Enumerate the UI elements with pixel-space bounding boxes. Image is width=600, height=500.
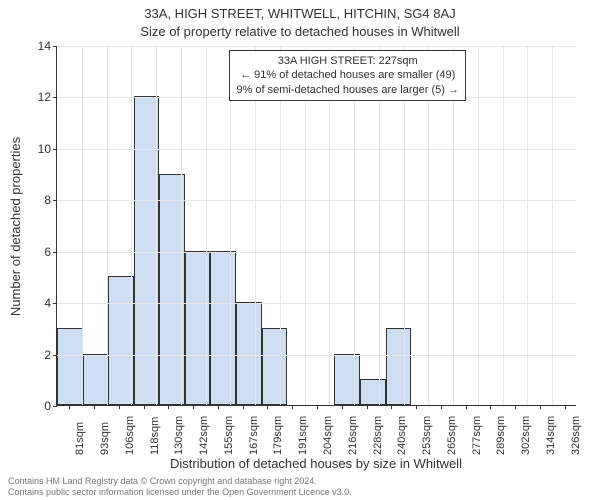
x-tick-label: 179sqm xyxy=(272,416,284,455)
x-tick-mark xyxy=(168,405,169,409)
x-tick-mark xyxy=(218,405,219,409)
annotation-line-2: ← 91% of detached houses are smaller (49… xyxy=(236,68,459,82)
x-axis-label: Distribution of detached houses by size … xyxy=(56,456,576,471)
y-tick-label: 12 xyxy=(25,90,57,104)
gridline-v xyxy=(478,46,479,405)
x-tick-label: 155sqm xyxy=(223,416,235,455)
x-tick-label: 314sqm xyxy=(545,416,557,455)
x-tick-mark xyxy=(367,405,368,409)
x-tick-label: 167sqm xyxy=(248,416,260,455)
gridline-v xyxy=(206,46,207,405)
gridline-v xyxy=(552,46,553,405)
y-tick-label: 8 xyxy=(25,193,57,207)
x-tick-label: 289sqm xyxy=(495,416,507,455)
gridline-v xyxy=(181,46,182,405)
gridline-v xyxy=(131,46,132,405)
gridline-h xyxy=(57,46,576,47)
x-tick-mark xyxy=(267,405,268,409)
footer-attribution: Contains HM Land Registry data © Crown c… xyxy=(8,476,352,497)
y-tick-label: 14 xyxy=(25,39,57,53)
x-tick-label: 302sqm xyxy=(520,416,532,455)
x-tick-label: 265sqm xyxy=(446,416,458,455)
x-tick-mark xyxy=(292,405,293,409)
x-tick-mark xyxy=(540,405,541,409)
y-tick-label: 2 xyxy=(25,348,57,362)
x-tick-mark xyxy=(94,405,95,409)
x-tick-label: 191sqm xyxy=(297,416,309,455)
bar xyxy=(360,379,386,405)
y-tick-label: 10 xyxy=(25,142,57,156)
y-tick-label: 4 xyxy=(25,296,57,310)
bar xyxy=(262,328,288,405)
x-tick-mark xyxy=(193,405,194,409)
y-tick-label: 0 xyxy=(25,399,57,413)
x-tick-label: 118sqm xyxy=(149,417,161,455)
x-tick-label: 326sqm xyxy=(570,416,582,455)
gridline-v xyxy=(503,46,504,405)
bar xyxy=(57,328,83,405)
x-tick-mark xyxy=(416,405,417,409)
annotation-line-1: 33A HIGH STREET: 227sqm xyxy=(236,54,459,68)
bar xyxy=(185,251,211,405)
x-tick-label: 277sqm xyxy=(471,416,483,455)
x-tick-mark xyxy=(243,405,244,409)
bar xyxy=(108,276,134,405)
x-tick-label: 81sqm xyxy=(74,422,86,455)
y-axis-label: Number of detached properties xyxy=(8,46,24,406)
chart-container: 33A, HIGH STREET, WHITWELL, HITCHIN, SG4… xyxy=(0,0,600,500)
x-tick-mark xyxy=(515,405,516,409)
y-tick-label: 6 xyxy=(25,245,57,259)
gridline-h xyxy=(57,355,576,356)
x-tick-mark xyxy=(391,405,392,409)
x-tick-label: 93sqm xyxy=(99,422,111,455)
x-tick-label: 228sqm xyxy=(372,416,384,455)
bar xyxy=(210,251,236,405)
gridline-h xyxy=(57,303,576,304)
gridline-v xyxy=(82,46,83,405)
x-tick-mark xyxy=(490,405,491,409)
x-tick-mark xyxy=(317,405,318,409)
plot-area: 0246810121481sqm93sqm106sqm118sqm130sqm1… xyxy=(56,46,576,406)
x-tick-label: 204sqm xyxy=(322,416,334,455)
x-tick-label: 253sqm xyxy=(421,416,433,455)
gridline-v xyxy=(527,46,528,405)
gridline-v xyxy=(156,46,157,405)
gridline-h xyxy=(57,200,576,201)
x-tick-mark xyxy=(144,405,145,409)
bar xyxy=(334,354,360,405)
annotation-box: 33A HIGH STREET: 227sqm ← 91% of detache… xyxy=(229,50,466,101)
footer-line-1: Contains HM Land Registry data © Crown c… xyxy=(8,476,352,486)
chart-subtitle: Size of property relative to detached ho… xyxy=(0,22,600,40)
gridline-h xyxy=(57,149,576,150)
annotation-line-3: 9% of semi-detached houses are larger (5… xyxy=(236,83,459,97)
bar xyxy=(83,354,109,405)
x-tick-mark xyxy=(565,405,566,409)
x-tick-label: 142sqm xyxy=(198,416,210,455)
gridline-h xyxy=(57,252,576,253)
bar xyxy=(386,328,412,405)
x-tick-mark xyxy=(342,405,343,409)
chart-title: 33A, HIGH STREET, WHITWELL, HITCHIN, SG4… xyxy=(0,0,600,22)
x-tick-label: 106sqm xyxy=(124,416,136,455)
x-tick-label: 216sqm xyxy=(347,416,359,455)
x-tick-mark xyxy=(119,405,120,409)
x-tick-mark xyxy=(441,405,442,409)
footer-line-2: Contains public sector information licen… xyxy=(8,487,352,497)
x-tick-mark xyxy=(466,405,467,409)
x-tick-label: 240sqm xyxy=(396,416,408,455)
gridline-v xyxy=(107,46,108,405)
x-tick-label: 130sqm xyxy=(173,416,185,455)
x-tick-mark xyxy=(69,405,70,409)
